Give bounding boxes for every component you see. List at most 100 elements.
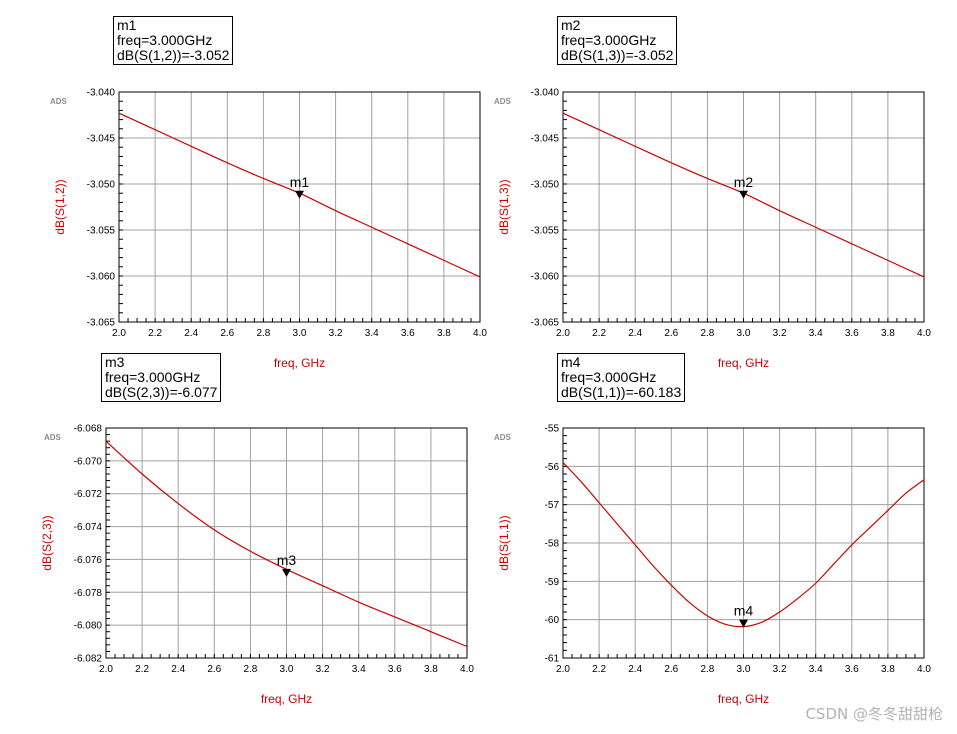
y-tick-label: -3.065 bbox=[87, 318, 116, 329]
marker-readout-name: m4 bbox=[561, 354, 581, 370]
x-tick-label: 3.2 bbox=[329, 328, 343, 339]
chart-2: 2.0 2.2 2.4 2.6 2.8 3.0 3.2 3.4 3.6 3.8 4.0 -3.040 -… bbox=[494, 88, 931, 371]
x-tick-label: 3.4 bbox=[809, 664, 823, 675]
x-axis-label: freq, GHz bbox=[274, 356, 325, 370]
x-tick-label: 2.2 bbox=[592, 328, 606, 339]
x-tick-label: 3.0 bbox=[737, 664, 751, 675]
x-axis-label: freq, GHz bbox=[261, 692, 312, 706]
y-axis-label: dB(S(1,2)) bbox=[53, 179, 67, 234]
x-tick-label: 2.4 bbox=[628, 328, 642, 339]
x-tick-label: 2.2 bbox=[135, 664, 149, 675]
plot-frame bbox=[562, 91, 925, 323]
marker-triangle bbox=[739, 190, 748, 199]
marker-label: m4 bbox=[734, 603, 754, 619]
y-tick-label: -6.082 bbox=[74, 654, 103, 665]
x-tick-label: 2.6 bbox=[207, 664, 221, 675]
marker-readout-name: m1 bbox=[117, 17, 137, 33]
x-tick-label: 2.6 bbox=[664, 664, 678, 675]
x-tick-label: 3.0 bbox=[737, 328, 751, 339]
y-tick-label: -3.045 bbox=[87, 134, 116, 145]
x-tick-label: 2.8 bbox=[256, 328, 270, 339]
plot-frame bbox=[118, 91, 481, 323]
marker-readout-freq: freq=3.000GHz bbox=[105, 369, 201, 385]
y-tick-label: -6.070 bbox=[74, 456, 103, 467]
x-tick-label: 2.0 bbox=[99, 664, 113, 675]
x-tick-label: 4.0 bbox=[473, 328, 487, 339]
y-tick-label: -3.065 bbox=[531, 318, 560, 329]
marker-triangle bbox=[295, 190, 304, 199]
x-tick-label: 2.4 bbox=[171, 664, 185, 675]
ads-logo-text: ADS bbox=[44, 433, 62, 442]
x-tick-label: 2.6 bbox=[664, 328, 678, 339]
y-axis-label: dB(S(1,3)) bbox=[497, 179, 511, 234]
marker-readout-freq: freq=3.000GHz bbox=[561, 32, 657, 48]
y-tick-label: -3.040 bbox=[531, 88, 560, 99]
x-tick-label: 3.0 bbox=[280, 664, 294, 675]
x-tick-label: 2.4 bbox=[184, 328, 198, 339]
y-tick-label: -3.060 bbox=[87, 272, 116, 283]
y-tick-label: -6.078 bbox=[74, 588, 103, 599]
y-tick-label: -3.050 bbox=[87, 180, 116, 191]
x-tick-label: 4.0 bbox=[460, 664, 474, 675]
x-tick-label: 2.6 bbox=[220, 328, 234, 339]
x-tick-label: 2.4 bbox=[628, 664, 642, 675]
ads-logo-text: ADS bbox=[494, 97, 512, 106]
x-tick-label: 3.2 bbox=[773, 328, 787, 339]
y-tick-label: -3.055 bbox=[531, 226, 560, 237]
marker-readout-freq: freq=3.000GHz bbox=[561, 369, 657, 385]
plot-frame bbox=[105, 427, 468, 659]
x-tick-label: 3.8 bbox=[437, 328, 451, 339]
x-tick-label: 2.0 bbox=[112, 328, 126, 339]
watermark-text: CSDN @冬冬甜甜枪 bbox=[805, 705, 943, 723]
y-tick-label: -3.055 bbox=[87, 226, 116, 237]
x-tick-label: 4.0 bbox=[917, 664, 931, 675]
y-tick-label: -6.068 bbox=[74, 424, 103, 435]
y-tick-label: -55 bbox=[545, 424, 560, 435]
marker-readout-name: m2 bbox=[561, 17, 581, 33]
marker-readout-m4[interactable]: m4 freq=3.000GHz dB(S(1,1))=-60.183 bbox=[557, 353, 686, 402]
x-axis-label: freq, GHz bbox=[718, 692, 769, 706]
y-tick-label: -6.076 bbox=[74, 555, 103, 566]
x-tick-label: 2.0 bbox=[556, 328, 570, 339]
x-tick-label: 3.4 bbox=[365, 328, 379, 339]
x-tick-label: 3.8 bbox=[424, 664, 438, 675]
marker-label: m1 bbox=[290, 174, 310, 190]
x-tick-label: 2.8 bbox=[243, 664, 257, 675]
marker-readout-m3[interactable]: m3 freq=3.000GHz dB(S(2,3))=-6.077 bbox=[101, 353, 222, 402]
marker-readout-m2[interactable]: m2 freq=3.000GHz dB(S(1,3))=-3.052 bbox=[557, 16, 678, 65]
y-tick-label: -3.050 bbox=[531, 180, 560, 191]
x-tick-label: 3.2 bbox=[773, 664, 787, 675]
y-tick-label: -57 bbox=[545, 500, 560, 511]
x-tick-label: 2.2 bbox=[592, 664, 606, 675]
y-tick-label: -6.072 bbox=[74, 489, 103, 500]
x-axis-label: freq, GHz bbox=[718, 356, 769, 370]
marker-label: m2 bbox=[734, 174, 754, 190]
marker-readout-name: m3 bbox=[105, 354, 125, 370]
x-tick-label: 2.8 bbox=[700, 328, 714, 339]
x-tick-label: 3.6 bbox=[845, 664, 859, 675]
x-tick-label: 2.2 bbox=[148, 328, 162, 339]
y-tick-label: -6.080 bbox=[74, 621, 103, 632]
y-tick-label: -59 bbox=[545, 577, 560, 588]
y-tick-label: -6.074 bbox=[74, 522, 103, 533]
marker-readout-m1[interactable]: m1 freq=3.000GHz dB(S(1,2))=-3.052 bbox=[113, 16, 234, 65]
chart-3: 2.0 2.2 2.4 2.6 2.8 3.0 3.2 3.4 3.6 3.8 4.0 -6.068 -… bbox=[40, 424, 474, 707]
y-tick-label: -3.060 bbox=[531, 272, 560, 283]
y-tick-label: -58 bbox=[545, 539, 560, 550]
marker-label: m3 bbox=[277, 552, 297, 568]
chart-1: 2.0 2.2 2.4 2.6 2.8 3.0 3.2 3.4 3.6 3.8 4.0 -3.040 -… bbox=[50, 88, 487, 371]
plot-frame bbox=[562, 427, 925, 659]
x-tick-label: 3.8 bbox=[881, 328, 895, 339]
chart-4: 2.0 2.2 2.4 2.6 2.8 3.0 3.2 3.4 3.6 3.8 4.0 -55 -56 -… bbox=[494, 424, 931, 707]
marker-readout-value: dB(S(1,3))=-3.052 bbox=[561, 47, 674, 63]
y-tick-label: -3.040 bbox=[87, 88, 116, 99]
x-tick-label: 2.8 bbox=[700, 664, 714, 675]
x-tick-label: 3.4 bbox=[809, 328, 823, 339]
marker-readout-value: dB(S(1,1))=-60.183 bbox=[561, 384, 682, 400]
x-tick-label: 3.0 bbox=[293, 328, 307, 339]
y-tick-label: -3.045 bbox=[531, 134, 560, 145]
x-tick-label: 3.6 bbox=[845, 328, 859, 339]
x-tick-label: 2.0 bbox=[556, 664, 570, 675]
y-axis-label: dB(S(2,3)) bbox=[40, 515, 54, 570]
